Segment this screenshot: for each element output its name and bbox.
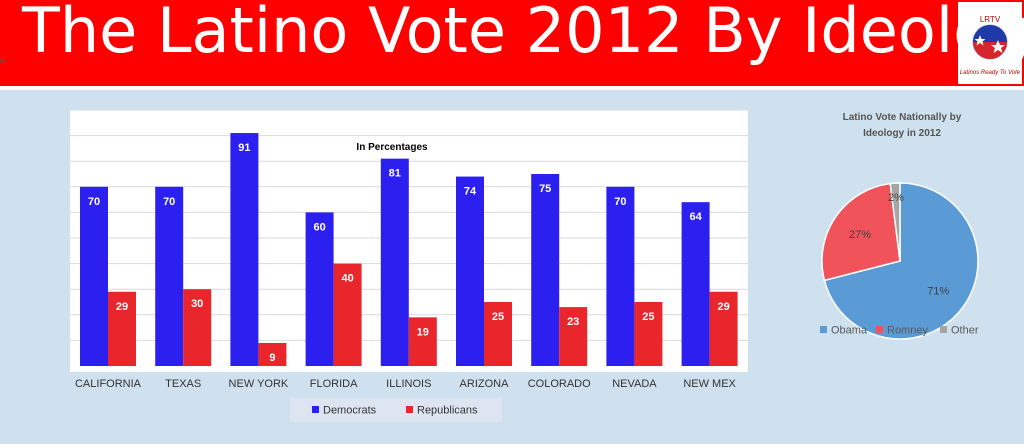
bar-value-label: 81 [389,168,401,180]
bar-value-label: 29 [116,301,128,313]
pie-title-line2: Ideology in 2012 [863,128,941,139]
lrtv-logo: LRTV Latinos Ready To Vote [958,2,1022,84]
bar-republicans [333,263,362,366]
bar-legend-svg: Democrats Republicans [312,405,478,417]
pie-legend: Obama Romney Other [820,325,979,337]
bar-democrats [155,186,184,366]
bar-republicans [709,291,738,366]
pie-legend-label: Obama [831,325,868,337]
bar-republicans [484,302,512,366]
x-tick-label: NEW YORK [229,378,289,390]
bar-democrats [456,176,484,366]
bar-democrats [380,158,409,366]
pie-legend-label: Romney [887,325,928,337]
pie-title-line1: Latino Vote Nationally by [843,112,962,123]
x-tick-label: NEVADA [612,378,657,390]
pie-legend-swatch [820,326,827,333]
page-title: The Latino Vote 2012 By Ideology [22,0,1024,67]
pie-slice-other [889,182,901,262]
bar-democrats [230,133,259,366]
bar-chart: 70 29 70 30 91 9 60 40 81 19 74 25 75 23 70 25 64 29 In P… [70,109,748,366]
bar-value-label: 19 [417,326,429,338]
bar-value-label: 25 [642,311,654,323]
bar-x-axis: CALIFORNIA TEXAS NEW YORK FLORIDA ILLINOIS AR… [75,378,737,390]
bar-value-label: 70 [614,196,626,208]
bar-democrats [80,186,108,366]
bar-republicans [258,342,287,366]
bar-value-label: 40 [341,273,353,285]
bar-value-label: 64 [689,211,702,223]
x-tick-label: FLORIDA [310,378,358,390]
side-note: e [0,56,6,67]
bar-chart-title: In Percentages [356,142,428,153]
bar-republicans [108,291,136,366]
x-tick-label: NEW MEX [683,378,736,390]
pie-chart: Latino Vote Nationally by Ideology in 20… [820,112,979,340]
logo-bottom-text: Latinos Ready To Vote [960,70,1021,76]
pie-labels: 71% 27% 2% [849,192,949,297]
title-banner: The Latino Vote 2012 By Ideology LRTV La… [0,0,1024,86]
pie-legend-swatch [876,326,883,333]
bar-republicans [408,317,437,366]
pie-value-label: 71% [927,286,949,298]
lrtv-logo-icon: LRTV Latinos Ready To Vote [960,15,1021,76]
bar-value-label: 70 [163,196,175,208]
bar-republicans [183,289,212,366]
pie-value-label: 27% [849,229,871,241]
bar-value-label: 23 [567,316,579,328]
bar-democrats [305,212,334,366]
bar-republicans [634,302,663,366]
bar-value-label: 9 [269,352,275,364]
banner-divider [0,86,1024,90]
bar-value-label: 91 [238,142,250,154]
x-tick-label: TEXAS [165,378,201,390]
x-tick-label: COLORADO [528,378,591,390]
x-tick-label: CALIFORNIA [75,378,142,390]
bar-chart-panel: 70 29 70 30 91 9 60 40 81 19 74 25 75 23 70 25 64 29 In P… [70,109,748,372]
bar-democrats [606,186,635,366]
x-tick-label: ILLINOIS [386,378,431,390]
legend-swatch-republicans [406,406,413,413]
bar-value-label: 75 [539,183,551,195]
pie-value-label: 2% [888,192,904,204]
bar-republicans [559,307,588,366]
pie-slice-romney [821,182,901,282]
legend-swatch-democrats [312,406,319,413]
pie-legend-swatch [940,326,947,333]
bar-value-label: 74 [464,186,477,198]
x-tick-label: ARIZONA [460,378,510,390]
bar-value-label: 29 [717,301,729,313]
pie-slices [821,182,979,340]
bar-value-label: 25 [492,311,504,323]
bar-value-label: 60 [313,221,325,233]
bar-value-label: 30 [191,298,203,310]
bar-marks: 70 29 70 30 91 9 60 40 81 19 74 25 75 23 70 25 64 29 [80,133,738,366]
pie-slice-obama [823,182,979,340]
pie-legend-label: Other [951,325,979,337]
bar-legend: Democrats Republicans [290,398,502,422]
logo-top-text: LRTV [980,15,1001,24]
legend-label-republicans: Republicans [417,405,478,417]
bar-democrats [681,202,710,366]
bar-value-label: 70 [88,196,100,208]
legend-label-democrats: Democrats [323,405,377,417]
bar-democrats [531,174,560,366]
